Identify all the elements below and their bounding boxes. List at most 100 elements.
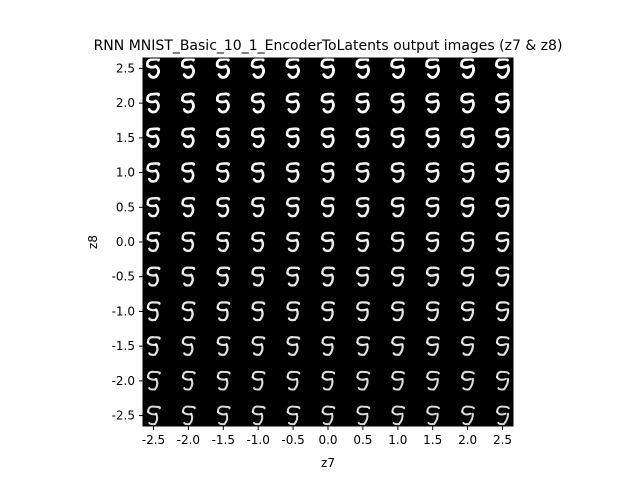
digit-stroke [496, 405, 510, 413]
digit-stroke [183, 238, 195, 252]
digit-stroke [251, 370, 266, 379]
digit-stroke [285, 57, 300, 68]
digit-stroke [356, 272, 368, 277]
digit-cell [181, 162, 196, 183]
digit-stroke [216, 336, 231, 344]
digit-cell [251, 301, 266, 322]
digit-stroke [390, 127, 405, 137]
digit-stroke [321, 376, 333, 381]
digit-stroke [460, 64, 474, 69]
digit-cell [181, 370, 196, 391]
digit-stroke [250, 92, 265, 102]
y-tick-label: 0.5 [116, 200, 135, 214]
digit-stroke [355, 92, 370, 102]
digit-stroke [357, 377, 369, 391]
digit-stroke [391, 341, 403, 347]
digit-stroke [355, 202, 368, 208]
digit-stroke [425, 98, 439, 104]
digit-stroke [146, 231, 161, 240]
digit-stroke [321, 410, 333, 416]
digit-cell [391, 336, 405, 356]
digit-stroke [183, 343, 194, 356]
digit-stroke [252, 238, 265, 252]
digit-cell [496, 405, 510, 426]
chart-title: RNN MNIST_Basic_10_1_EncoderToLatents ou… [94, 38, 563, 54]
x-tick-label: -2.0 [177, 433, 200, 447]
x-axis-ticks: -2.5 -2.0 -1.5 -1.0 -0.5 0.0 0.5 1.0 1.5 2.0 2.5 [142, 426, 512, 447]
digit-stroke [321, 370, 336, 379]
digit-cell [390, 162, 405, 183]
digit-stroke [322, 203, 335, 218]
digit-stroke [356, 410, 367, 416]
y-axis-ticks: 2.5 2.0 1.5 1.0 0.5 0.0 -0.5 -1.0 -1.5 -2.0 -2.5 [112, 61, 143, 423]
digit-cell [285, 57, 300, 79]
digit-cell [321, 196, 335, 218]
digit-cell [181, 266, 196, 287]
digit-stroke [181, 196, 196, 206]
digit-stroke [357, 168, 370, 183]
digit-cell [460, 162, 475, 183]
digit-cell [321, 336, 336, 356]
digit-stroke [495, 98, 509, 104]
digit-stroke [495, 162, 510, 171]
digit-cell [146, 127, 161, 149]
y-tick-label: 0.0 [116, 235, 135, 249]
digit-stroke [251, 306, 263, 312]
digit-cell [181, 336, 196, 356]
digit-stroke [356, 266, 370, 275]
digit-cell [495, 57, 511, 79]
y-tick-label: 1.0 [116, 166, 135, 180]
digit-stroke [146, 336, 161, 344]
digit-stroke [425, 168, 438, 173]
digit-stroke [183, 377, 194, 391]
digit-cell [216, 336, 231, 356]
digit-stroke [497, 238, 510, 252]
digit-stroke [286, 306, 298, 312]
digit-stroke [321, 266, 335, 275]
digit-stroke [357, 412, 369, 426]
digit-stroke [392, 168, 405, 183]
digit-stroke [287, 412, 299, 426]
x-axis-label: z7 [321, 456, 335, 470]
digit-stroke [285, 162, 300, 171]
digit-stroke [390, 231, 405, 240]
digit-stroke [390, 133, 404, 139]
digit-cell [147, 405, 161, 426]
digit-stroke [147, 64, 161, 79]
digit-stroke [320, 168, 333, 173]
digit-stroke [148, 343, 159, 356]
digit-stroke [251, 272, 263, 277]
x-tick-label: 1.0 [388, 433, 407, 447]
digit-stroke [460, 231, 475, 240]
digit-cell [495, 92, 510, 114]
digit-cell [495, 266, 510, 287]
digit-cell [285, 127, 300, 149]
digit-stroke [287, 343, 299, 356]
digit-cell [426, 370, 440, 391]
digit-cell [356, 336, 370, 356]
digit-stroke [181, 127, 196, 137]
digit-stroke [251, 237, 263, 243]
digit-stroke [355, 168, 368, 173]
digit-stroke [425, 237, 438, 243]
digit-stroke [321, 336, 336, 344]
digit-stroke [356, 306, 368, 312]
digit-stroke [253, 412, 264, 426]
digit-stroke [460, 301, 475, 310]
digit-stroke [390, 92, 405, 102]
digit-stroke [322, 308, 334, 322]
digit-stroke [392, 308, 404, 322]
digit-cell [425, 57, 440, 79]
digit-stroke [148, 308, 159, 322]
digit-cell [461, 336, 475, 356]
digit-stroke [357, 238, 370, 252]
digit-stroke [216, 306, 228, 312]
digit-stroke [460, 202, 473, 208]
digit-stroke [462, 238, 475, 252]
digit-stroke [425, 64, 439, 69]
digit-stroke [495, 57, 509, 68]
digit-stroke [286, 370, 301, 379]
digit-stroke [322, 377, 334, 391]
digit-stroke [425, 202, 438, 208]
digit-stroke [462, 377, 474, 391]
